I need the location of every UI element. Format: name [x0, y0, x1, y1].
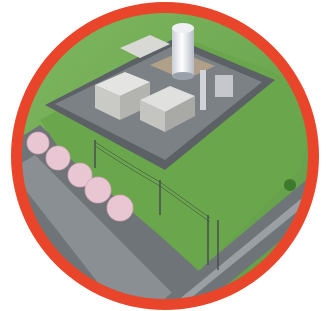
tree	[284, 179, 296, 191]
tank-top	[172, 23, 194, 33]
page	[0, 0, 330, 311]
tank-body	[172, 28, 194, 76]
equipment	[215, 75, 233, 97]
pipe-stack	[200, 70, 206, 110]
facility-illustration	[0, 0, 330, 311]
scene	[0, 0, 330, 311]
tank-base	[172, 72, 194, 80]
